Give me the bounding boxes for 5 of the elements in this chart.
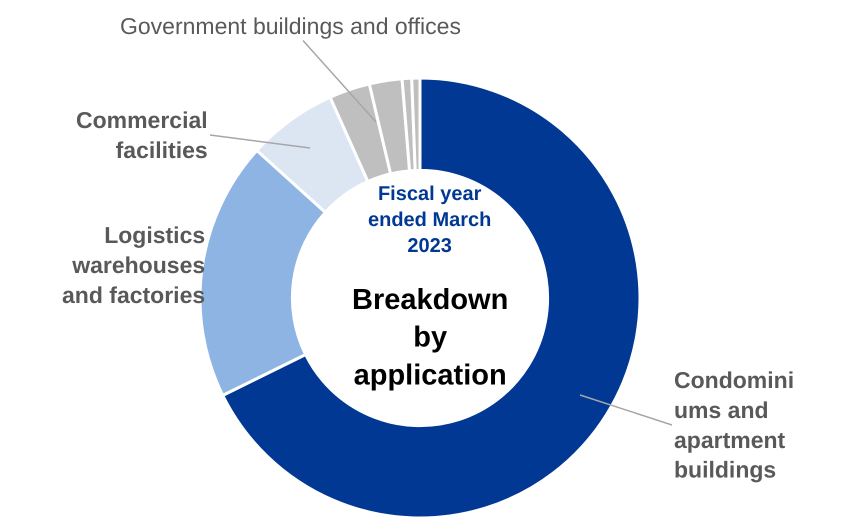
slice-label: Condominiums and apartment buildings bbox=[674, 367, 794, 483]
slice-label: Government buildings and offices bbox=[120, 13, 461, 39]
text: Fiscal year ended March 2023 bbox=[368, 183, 492, 257]
text: Breakdown by application bbox=[352, 284, 508, 392]
slice-label: Commercial facilities bbox=[76, 107, 208, 163]
